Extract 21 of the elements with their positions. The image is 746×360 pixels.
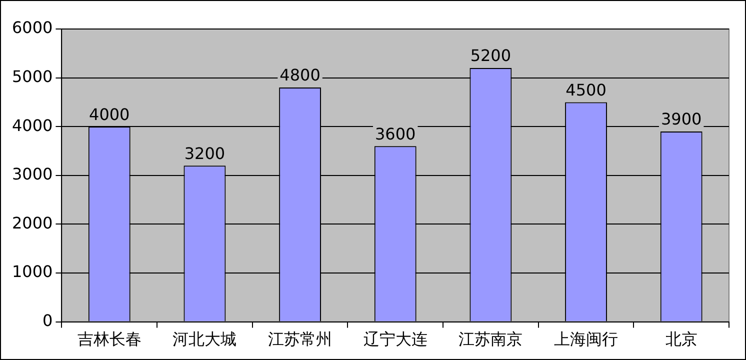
x-tick-label: 北京: [665, 330, 698, 349]
x-tick-label: 吉林长春: [77, 330, 142, 349]
y-tick-label: 3000: [12, 164, 53, 184]
x-tick-label: 江苏常州: [268, 330, 332, 349]
x-tick-label: 河北大城: [172, 330, 237, 349]
data-label: 4500: [566, 80, 606, 100]
data-label: 4000: [89, 104, 130, 124]
y-tick-label: 5000: [12, 66, 53, 86]
y-tick-label: 2000: [12, 213, 53, 232]
y-tick-label: 4000: [12, 116, 53, 135]
data-label: 4800: [280, 66, 320, 85]
y-tick-label: 1000: [12, 262, 53, 282]
data-label: 3900: [660, 110, 702, 129]
x-tick-label: 辽宁大连: [363, 330, 428, 349]
y-tick-label: 0: [42, 310, 53, 330]
data-label: 3600: [375, 124, 416, 144]
x-tick-label: 江苏南京: [458, 330, 523, 349]
x-tick-label: 上海闽行: [554, 330, 618, 349]
data-label: 5200: [470, 46, 512, 66]
data-label: 3200: [184, 144, 226, 163]
y-tick-label: 6000: [12, 18, 53, 38]
